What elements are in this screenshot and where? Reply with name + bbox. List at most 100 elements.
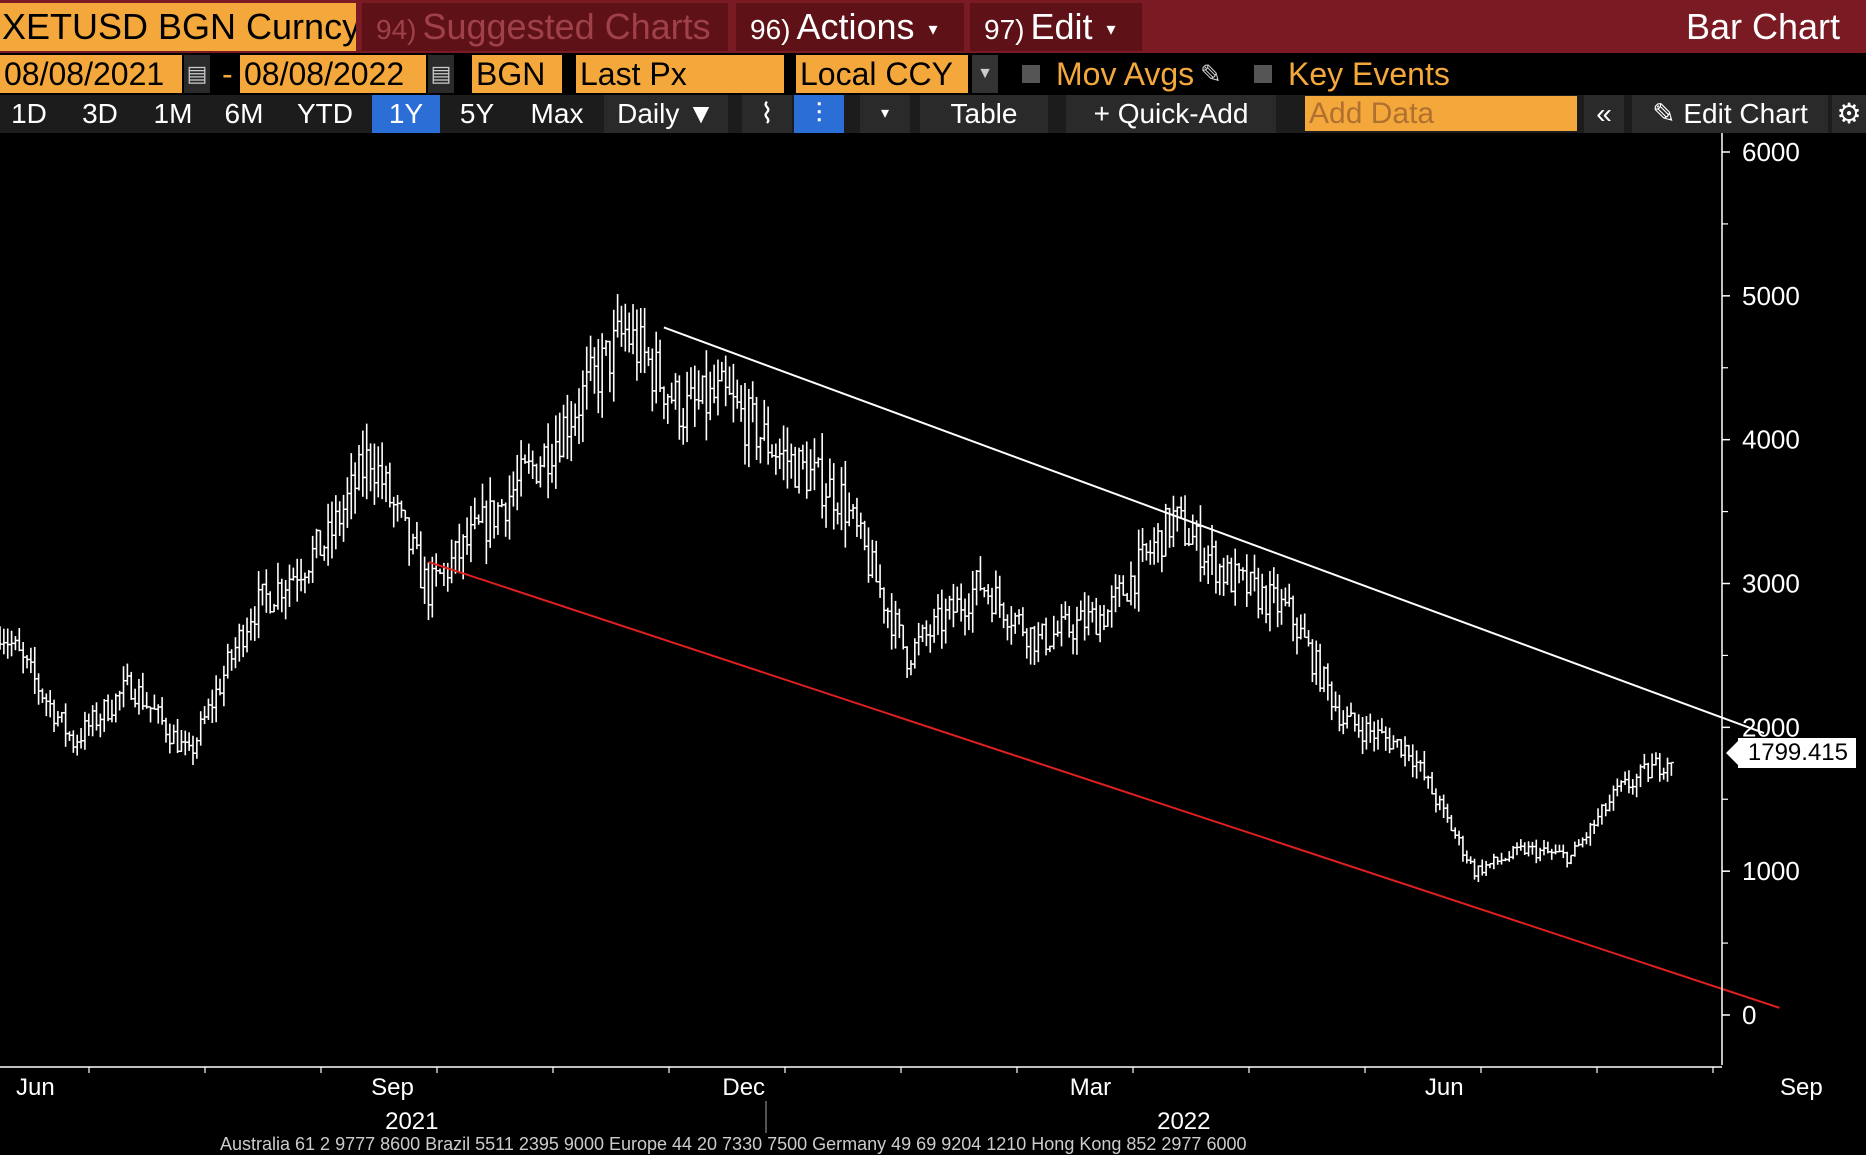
ohlc-bar-218 [838,467,844,531]
x-tick-label: Sep [371,1074,414,1101]
ohlc-bar-232 [893,600,899,649]
calendar-icon[interactable]: ▤ [428,55,454,93]
ohlc-bar-306 [1178,496,1184,520]
ohlc-bar-7 [24,655,30,669]
table-button[interactable]: Table [920,95,1048,133]
period-button-1m[interactable]: 1M [153,98,193,129]
currency-selector[interactable]: Local CCY [796,55,968,93]
ohlc-bar-359 [1383,726,1389,751]
ohlc-bar-37 [140,672,146,710]
ohlc-bar-335 [1290,595,1296,642]
ohlc-bar-325 [1252,554,1257,592]
ohlc-bar-177 [680,408,686,445]
period-button-3d[interactable]: 3D [82,98,118,129]
ohlc-bar-345 [1329,681,1335,721]
period-button-6m[interactable]: 6M [224,98,264,129]
last-price-label: 1799.415 [1726,738,1856,768]
edit-chart-button[interactable]: ✎ Edit Chart [1632,95,1828,133]
gear-icon[interactable]: ⚙ [1832,95,1866,133]
y-tick-label: 1000 [1742,856,1800,886]
ohlc-bar-5 [16,627,22,652]
chevron-down-icon[interactable]: ▼ [972,55,998,93]
ohlc-bar-253 [974,570,980,606]
ticker-field[interactable]: XETUSD BGN Curncy [0,3,356,51]
source-field[interactable]: BGN [472,55,562,93]
ohlc-bar-321 [1236,563,1242,584]
ohlc-bar-75 [287,564,292,607]
ohlc-bar-62 [236,623,242,662]
ohlc-bar-69 [263,569,269,613]
ohlc-bar-148 [568,401,574,462]
ohlc-bar-85 [325,503,331,566]
ohlc-bar-333 [1282,587,1288,607]
ohlc-bar-241 [927,624,933,653]
ohlc-bar-391 [1506,851,1512,862]
period-button-1y[interactable]: 1Y [372,95,440,133]
ohlc-bar-67 [256,571,262,639]
pencil-icon[interactable]: ✎ [1200,59,1222,89]
ohlc-bar-87 [333,495,339,550]
key-events-label[interactable]: Key Events [1288,56,1450,92]
ohlc-bar-328 [1263,585,1269,624]
period-button-max[interactable]: Max [530,98,584,129]
ohlc-bar-332 [1279,589,1285,625]
quick-add-button[interactable]: + Quick-Add [1066,95,1276,133]
ohlc-bar-58 [221,665,227,707]
ohlc-bar-282 [1086,595,1092,636]
ohlc-bar-109 [418,531,424,589]
ohlc-bar-258 [993,570,999,615]
ohlc-bar-426 [1641,753,1647,770]
end-date-field[interactable]: 08/08/2022 [240,55,426,93]
ohlc-bar-175 [673,373,678,410]
ohlc-bar-299 [1151,527,1157,565]
ohlc-bar-225 [866,527,871,583]
edit-button[interactable]: 97) Edit ▾ [970,3,1142,51]
key-events-checkbox[interactable] [1254,65,1272,83]
ohlc-bar-127 [487,477,493,548]
ohlc-bar-412 [1587,822,1593,846]
ohlc-bar-357 [1375,719,1381,750]
ohlc-bar-199 [765,406,771,465]
ohlc-bar-145 [557,412,563,463]
ohlc-bar-31 [117,690,123,711]
period-button-ytd[interactable]: YTD [297,98,353,129]
bar-chart-icon[interactable]: ⫶ [794,95,844,133]
ohlc-bar-105 [402,509,408,522]
chevron-down-icon[interactable]: ▾ [860,95,910,133]
field-selector[interactable]: Last Px [576,55,784,93]
ohlc-bar-134 [514,454,520,511]
ohlc-bar-433 [1668,761,1674,776]
x-tick-label: Jun [1425,1074,1464,1101]
suggested-charts-button[interactable]: 94) Suggested Charts [362,3,728,51]
start-date-field[interactable]: 08/08/2021 [0,55,182,93]
ohlc-bar-180 [692,365,698,427]
ohlc-bar-203 [781,425,787,481]
ohlc-bar-16 [59,712,65,723]
calendar-icon[interactable]: ▤ [184,55,210,93]
mov-avgs-label[interactable]: Mov Avgs [1056,56,1195,92]
collapse-icon[interactable]: « [1584,95,1624,133]
add-data-input[interactable]: Add Data [1305,96,1577,131]
line-chart-icon[interactable]: ⌇ [742,95,792,133]
ohlc-bar-408 [1572,841,1578,857]
trendline-1[interactable] [663,326,1765,735]
ohlc-bar-97 [371,443,377,505]
ohlc-bar-305 [1174,506,1180,532]
ohlc-bar-313 [1205,545,1211,584]
period-button-1d[interactable]: 1D [11,98,47,129]
trendline-2[interactable] [428,560,1780,1009]
period-button-5y[interactable]: 5Y [459,98,495,129]
ohlc-bar-238 [916,622,922,656]
actions-button[interactable]: 96) Actions ▾ [736,3,964,51]
ohlc-bar-351 [1352,712,1358,732]
ohlc-bar-304 [1170,495,1176,548]
ohlc-bar-102 [391,496,397,528]
ohlc-bar-365 [1406,744,1412,762]
mov-avgs-checkbox[interactable] [1022,65,1040,83]
ohlc-bar-236 [908,660,914,676]
ohlc-bar-48 [182,730,188,756]
frequency-dropdown[interactable]: Daily ▼ [604,95,728,133]
ohlc-bar-336 [1294,617,1300,655]
ohlc-bar-216 [831,463,837,530]
